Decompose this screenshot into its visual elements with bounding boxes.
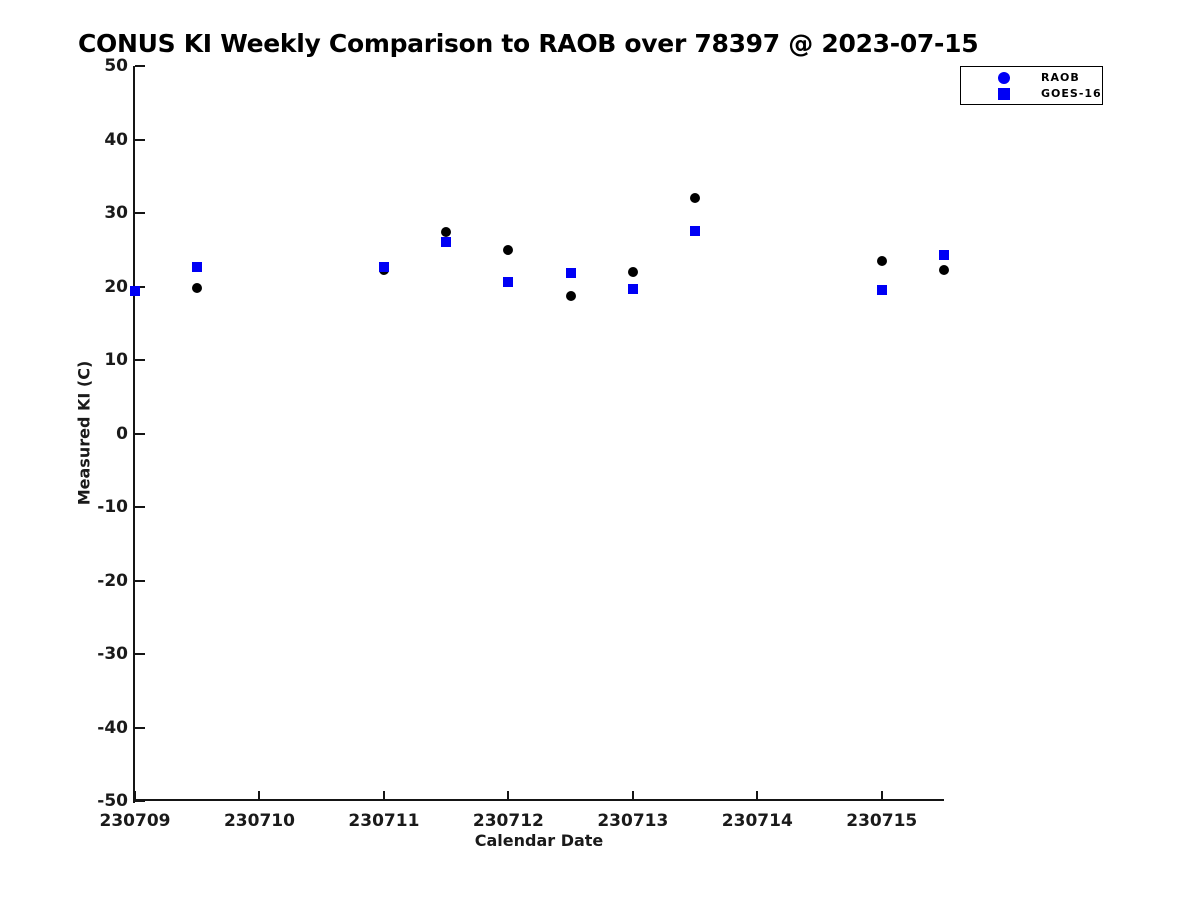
- raob-data-point: [192, 282, 203, 293]
- x-tick-label: 230712: [472, 811, 544, 831]
- y-tick-label: 30: [104, 203, 128, 223]
- y-tick-label: -50: [97, 791, 128, 811]
- raob-data-point: [503, 244, 514, 255]
- x-tick: [382, 791, 385, 801]
- y-tick: [135, 138, 145, 141]
- raob-data-point: [627, 266, 638, 277]
- goes-16-data-point: [690, 226, 701, 237]
- x-tick-label: 230714: [721, 811, 793, 831]
- chart-title: CONUS KI Weekly Comparison to RAOB over …: [78, 29, 979, 58]
- x-tick-label: 230711: [348, 811, 420, 831]
- y-tick: [135, 726, 145, 729]
- y-axis-label: Measured KI (C): [74, 360, 94, 506]
- x-tick: [631, 791, 634, 801]
- goes-16-data-point: [130, 285, 140, 296]
- x-tick: [507, 791, 510, 801]
- y-tick-label: 50: [104, 56, 128, 76]
- y-tick-label: 20: [104, 276, 128, 297]
- y-tick: [135, 285, 145, 288]
- raob-data-point: [441, 227, 452, 238]
- raob-legend-marker-icon: [998, 72, 1010, 84]
- x-tick-label: 230709: [99, 811, 171, 831]
- goes-16-data-point: [441, 237, 452, 248]
- x-tick: [258, 791, 261, 801]
- y-tick-label: -30: [97, 644, 128, 664]
- goes-16-data-point: [876, 285, 887, 296]
- x-axis-line: [133, 799, 944, 801]
- legend-item-label: GOES-16: [1041, 87, 1102, 100]
- y-tick-label: -20: [97, 570, 128, 591]
- goes-16-data-point: [565, 267, 576, 278]
- goes-16-data-point: [627, 284, 638, 295]
- y-tick: [135, 65, 145, 67]
- y-tick: [135, 653, 145, 655]
- y-tick-label: -40: [97, 717, 128, 738]
- goes-16-data-point: [939, 249, 949, 260]
- x-tick-label: 230713: [597, 811, 669, 831]
- raob-data-point: [939, 264, 949, 275]
- x-tick: [134, 791, 136, 801]
- y-tick: [135, 800, 145, 802]
- goes-16-data-point: [192, 261, 203, 272]
- y-tick-label: -10: [97, 497, 128, 517]
- y-axis-line: [133, 66, 135, 803]
- y-tick: [135, 506, 145, 508]
- x-tick: [756, 791, 759, 801]
- x-tick-label: 230710: [223, 811, 295, 831]
- y-tick-label: 40: [104, 129, 128, 150]
- raob-data-point: [876, 255, 887, 266]
- x-tick: [880, 791, 883, 801]
- y-tick: [135, 579, 145, 582]
- goes-16-data-point: [378, 262, 389, 273]
- goes-16-legend-marker-icon: [998, 88, 1010, 100]
- y-tick-label: 10: [104, 350, 128, 370]
- raob-data-point: [690, 192, 701, 203]
- legend-item-label: RAOB: [1041, 71, 1080, 84]
- goes-16-data-point: [503, 277, 514, 288]
- legend: RAOB GOES-16: [960, 66, 1103, 105]
- raob-data-point: [565, 291, 576, 302]
- y-tick: [135, 212, 145, 214]
- y-tick: [135, 432, 145, 435]
- x-tick-label: 230715: [846, 811, 918, 831]
- y-tick-label: 0: [116, 423, 128, 444]
- y-tick: [135, 359, 145, 361]
- legend-item-raob: RAOB: [961, 70, 1102, 86]
- x-axis-label: Calendar Date: [474, 831, 604, 850]
- legend-item-goes-16: GOES-16: [961, 86, 1102, 102]
